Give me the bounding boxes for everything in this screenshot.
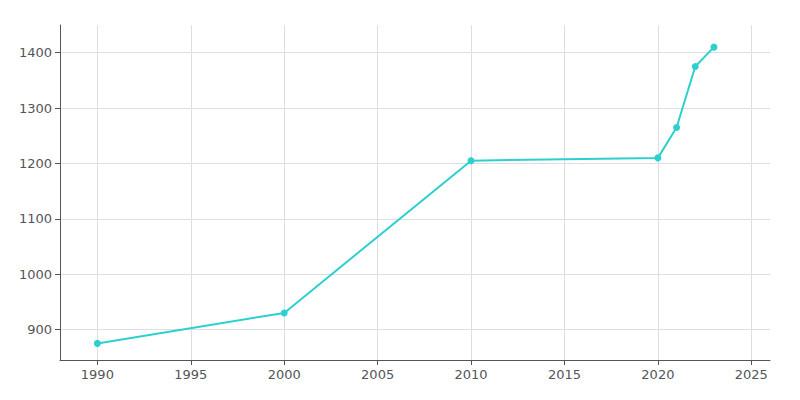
svg-text:2020: 2020 [641,367,674,382]
svg-text:1000: 1000 [19,267,52,282]
svg-text:2000: 2000 [268,367,301,382]
svg-text:900: 900 [27,322,52,337]
svg-text:2025: 2025 [735,367,768,382]
svg-text:1995: 1995 [174,367,207,382]
svg-text:2005: 2005 [361,367,394,382]
svg-text:2010: 2010 [455,367,488,382]
svg-text:1200: 1200 [19,156,52,171]
svg-text:1990: 1990 [81,367,114,382]
svg-text:1300: 1300 [19,101,52,116]
svg-text:1400: 1400 [19,45,52,60]
svg-text:1100: 1100 [19,211,52,226]
svg-text:2015: 2015 [548,367,581,382]
